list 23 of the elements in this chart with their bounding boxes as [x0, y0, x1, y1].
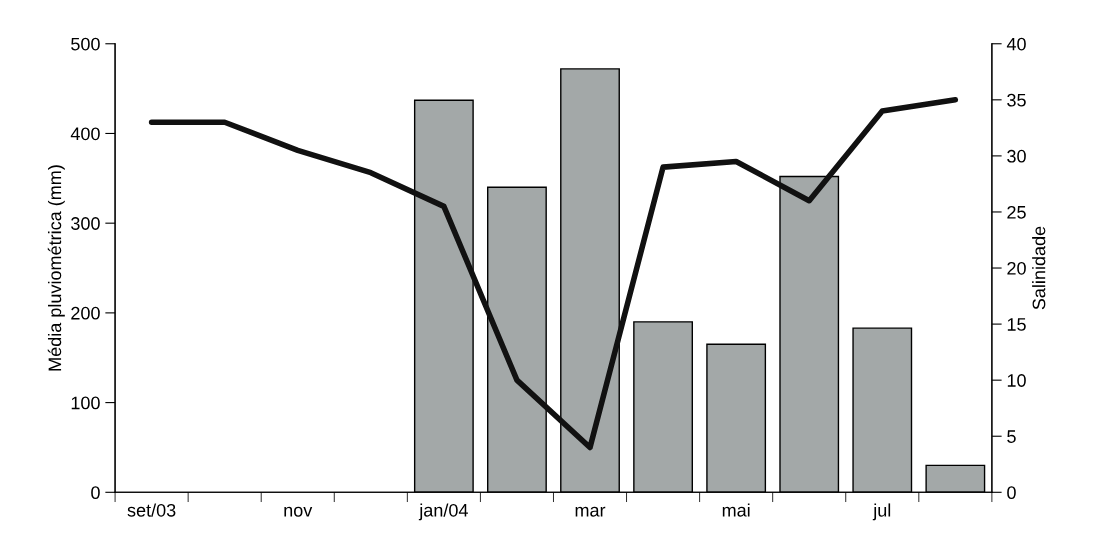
y2-axis-title: Salinidade — [1032, 226, 1046, 310]
y2-tick-label: 5 — [1007, 430, 1016, 443]
y2-tick-label: 40 — [1006, 37, 1026, 51]
y-tick-label: 300 — [71, 217, 100, 230]
x-tick-label: set/03 — [127, 503, 176, 517]
y2-tick-label: 20 — [1007, 261, 1026, 275]
y-tick-label: 400 — [70, 127, 100, 141]
y2-tick-label: 0 — [1007, 486, 1016, 500]
y-tick-label: 0 — [91, 486, 100, 500]
y2-tick-label: 10 — [1007, 374, 1026, 387]
y-tick-label: 200 — [71, 306, 100, 320]
y2-tick-label: 25 — [1007, 205, 1026, 219]
y-tick-label: 100 — [71, 396, 100, 410]
x-tick-label: mai — [722, 503, 750, 517]
x-tick-label: jan/04 — [418, 503, 468, 521]
y-axis-title: Média pluviométrica (mm) — [47, 165, 65, 371]
x-tick-label: mar — [575, 506, 606, 517]
x-tick-label: jul — [872, 503, 891, 521]
x-tick-label: nov — [284, 506, 313, 517]
y2-tick-label: 30 — [1007, 149, 1026, 163]
y2-tick-label: 15 — [1007, 318, 1026, 331]
y2-tick-label: 35 — [1007, 93, 1026, 107]
y-tick-label: 500 — [71, 37, 100, 51]
